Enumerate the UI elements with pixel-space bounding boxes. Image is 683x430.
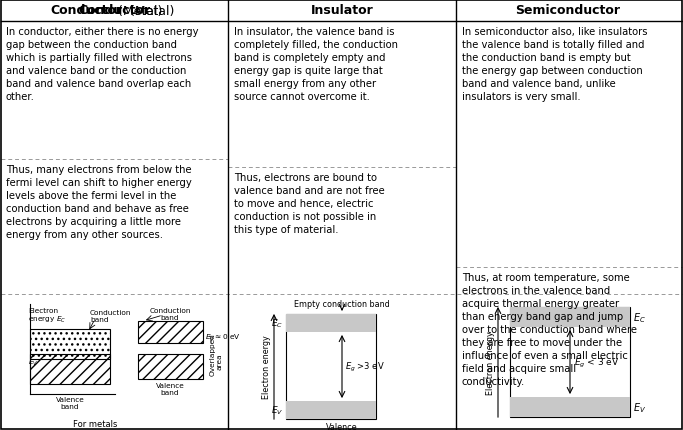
Text: Valence: Valence [55, 396, 85, 402]
Bar [510, 307, 630, 417]
Bar [286, 314, 376, 332]
Text: For metals: For metals [73, 419, 117, 428]
Bar [30, 354, 110, 384]
Text: $E_g$ >3 eV: $E_g$ >3 eV [345, 360, 385, 373]
Text: $E_V$: $E_V$ [28, 357, 38, 367]
Text: Valence: Valence [326, 422, 358, 430]
Text: Conduction: Conduction [150, 307, 191, 313]
Text: Conductor: Conductor [78, 4, 150, 18]
Text: band: band [332, 429, 352, 430]
Text: Thus, electrons are bound to
valence band and are not free
to move and hence, el: Thus, electrons are bound to valence ban… [234, 172, 385, 235]
Bar [510, 307, 630, 327]
Text: Electron energy: Electron energy [262, 335, 271, 399]
Text: Electron: Electron [28, 307, 58, 313]
Text: $E_C$: $E_C$ [633, 310, 646, 324]
Text: $E_g$$\approx$0 eV: $E_g$$\approx$0 eV [205, 332, 240, 343]
Text: $E_g$ < 3 eV: $E_g$ < 3 eV [574, 356, 619, 369]
Text: band: band [61, 403, 79, 409]
Bar [286, 401, 376, 419]
Text: energy $E_C$: energy $E_C$ [28, 314, 66, 325]
Text: $E_V$: $E_V$ [270, 404, 283, 416]
Bar [30, 329, 110, 359]
Text: (Metal): (Metal) [114, 4, 163, 18]
Text: Overlapped: Overlapped [210, 333, 216, 375]
Text: band: band [161, 314, 179, 320]
Bar [138, 321, 203, 343]
Text: Electron energy: Electron energy [486, 330, 495, 394]
Text: band: band [90, 316, 109, 322]
Text: area: area [217, 353, 223, 369]
Bar [510, 397, 630, 417]
Text: Conductor: Conductor [50, 4, 122, 18]
Text: Insulator: Insulator [311, 4, 374, 18]
Text: $E_V$: $E_V$ [633, 400, 646, 414]
Bar [138, 354, 203, 379]
Text: In semiconductor also, like insulators
the valence band is totally filled and
th: In semiconductor also, like insulators t… [462, 27, 647, 102]
Text: Empty conduction band: Empty conduction band [294, 299, 390, 308]
Bar [286, 314, 376, 419]
Text: Thus, many electrons from below the
fermi level can shift to higher energy
level: Thus, many electrons from below the ferm… [6, 165, 192, 240]
Text: In conductor, either there is no energy
gap between the conduction band
which is: In conductor, either there is no energy … [6, 27, 199, 102]
Text: Conduction: Conduction [90, 309, 132, 315]
Text: Thus, at room temperature, some
electrons in the valence band
acquire thermal en: Thus, at room temperature, some electron… [462, 272, 637, 387]
Text: $E_C$: $E_C$ [271, 317, 283, 329]
Text: band: band [161, 389, 179, 395]
Text: Semiconductor: Semiconductor [516, 4, 620, 18]
Text: Valence: Valence [156, 382, 184, 388]
Text: (Metal): (Metal) [126, 4, 174, 18]
Text: In insulator, the valence band is
completely filled, the conduction
band is comp: In insulator, the valence band is comple… [234, 27, 398, 102]
